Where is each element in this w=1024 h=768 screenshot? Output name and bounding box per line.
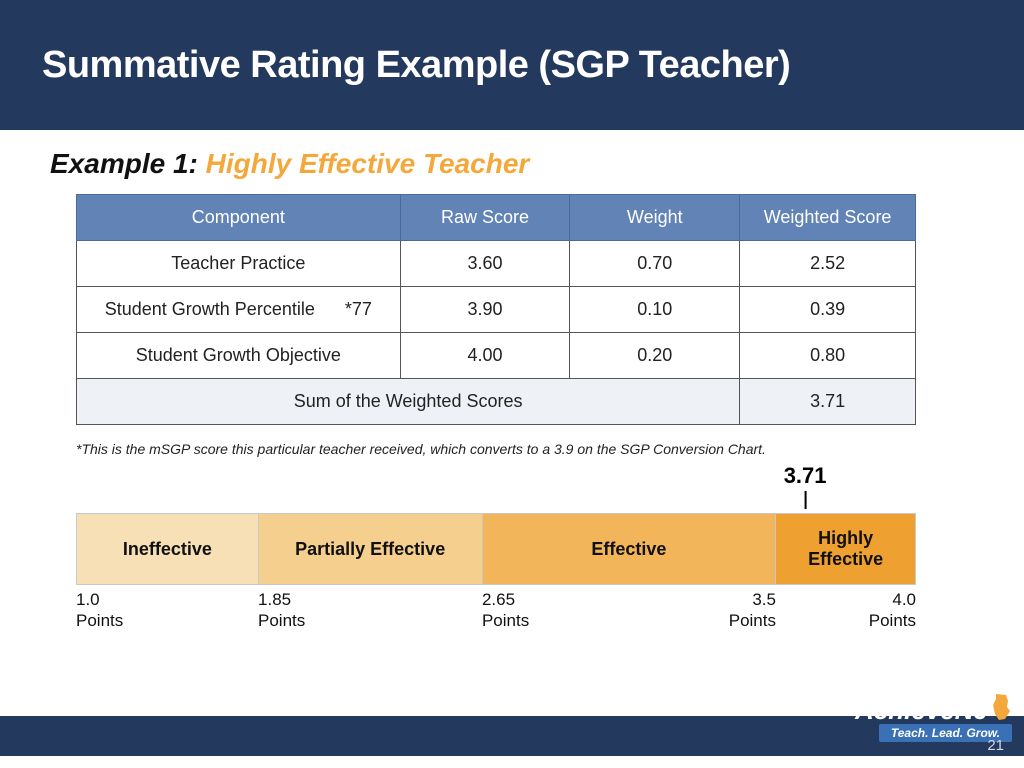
table-cell: 0.80: [740, 333, 916, 379]
table-cell: Student Growth Percentile *77: [77, 287, 401, 333]
table-header: Weight: [570, 195, 740, 241]
table-header: Raw Score: [400, 195, 570, 241]
table-cell: 4.00: [400, 333, 570, 379]
table-cell: 3.60: [400, 241, 570, 287]
table-header: Weighted Score: [740, 195, 916, 241]
example-suffix: Highly Effective Teacher: [206, 148, 530, 179]
table-row: Student Growth Objective4.000.200.80: [77, 333, 916, 379]
table-cell: 3.90: [400, 287, 570, 333]
slide-title: Summative Rating Example (SGP Teacher): [42, 44, 790, 87]
rating-tick: 4.0Points: [869, 589, 916, 632]
sum-label: Sum of the Weighted Scores: [77, 379, 740, 425]
rating-band-segment: Partially Effective: [258, 514, 482, 585]
table-cell: 0.20: [570, 333, 740, 379]
rating-tick: 2.65Points: [482, 589, 529, 632]
scores-table: ComponentRaw ScoreWeightWeighted Score T…: [76, 194, 916, 425]
page-number: 21: [987, 737, 1004, 754]
table-cell: 2.52: [740, 241, 916, 287]
logo-brand-a: Achieve: [855, 695, 955, 725]
score-marker-area: 3.71: [76, 463, 916, 513]
rating-band-segment: Ineffective: [77, 514, 259, 585]
title-bar: Summative Rating Example (SGP Teacher): [0, 0, 1024, 130]
score-marker: 3.71: [784, 463, 827, 509]
rating-band-segment: Highly Effective: [776, 514, 916, 585]
example-prefix: Example 1:: [50, 148, 198, 179]
table-row: Student Growth Percentile *773.900.100.3…: [77, 287, 916, 333]
rating-band-segment: Effective: [482, 514, 776, 585]
example-heading: Example 1: Highly Effective Teacher: [50, 148, 974, 180]
nj-state-icon: [990, 693, 1012, 721]
table-cell: 0.10: [570, 287, 740, 333]
table-cell: 0.39: [740, 287, 916, 333]
table-cell: 0.70: [570, 241, 740, 287]
table-cell: Teacher Practice: [77, 241, 401, 287]
table-header: Component: [77, 195, 401, 241]
score-marker-value: 3.71: [784, 463, 827, 489]
sum-value: 3.71: [740, 379, 916, 425]
table-row: Teacher Practice3.600.702.52: [77, 241, 916, 287]
score-marker-tick: [804, 491, 806, 509]
rating-tick: 1.0Points: [76, 589, 123, 632]
rating-tick: 3.5Points: [729, 589, 776, 632]
rating-band: IneffectivePartially EffectiveEffectiveH…: [76, 513, 916, 585]
logo-brand-b: NJ: [955, 695, 988, 725]
footnote: *This is the mSGP score this particular …: [76, 441, 974, 457]
rating-tick: 1.85Points: [258, 589, 305, 632]
table-cell: Student Growth Objective: [77, 333, 401, 379]
rating-ticks: 1.0Points 1.85Points 2.65Points 3.5Points 4.…: [76, 589, 916, 639]
table-sum-row: Sum of the Weighted Scores3.71: [77, 379, 916, 425]
achieve-nj-logo: AchieveNJ Teach. Lead. Grow.: [855, 693, 1012, 742]
